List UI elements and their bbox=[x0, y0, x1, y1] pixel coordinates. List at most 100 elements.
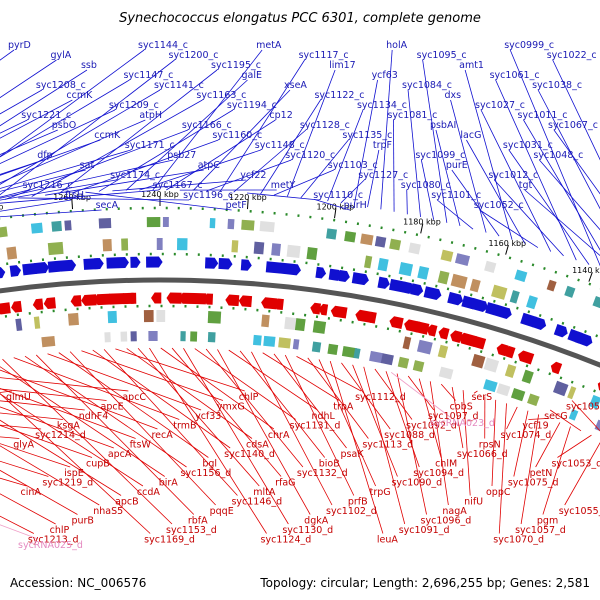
feature-block bbox=[292, 338, 300, 350]
gene-label: syc1128_c bbox=[300, 120, 350, 131]
leader-line bbox=[0, 377, 129, 392]
feature-block bbox=[156, 310, 166, 323]
gene-label: ycf19 bbox=[522, 421, 548, 432]
feature-block bbox=[263, 335, 276, 347]
leader-line bbox=[353, 79, 378, 206]
gene-arrow bbox=[0, 302, 11, 315]
gene-label: lacG bbox=[460, 130, 481, 141]
gene-label: syc1022_c bbox=[547, 50, 597, 61]
leader-line bbox=[149, 347, 267, 534]
feature-block bbox=[130, 331, 137, 342]
gene-label: ccmK bbox=[94, 130, 121, 141]
tick-mark bbox=[505, 244, 509, 255]
feature-block bbox=[496, 383, 511, 397]
guide-ring bbox=[0, 252, 600, 339]
leader-line bbox=[539, 159, 600, 231]
feature-tracks bbox=[0, 206, 600, 432]
leader-line bbox=[0, 443, 71, 468]
feature-block bbox=[121, 238, 129, 251]
feature-block bbox=[483, 357, 500, 373]
gene-label: apcB bbox=[115, 497, 139, 508]
gene-label: syc1219_d bbox=[42, 478, 93, 489]
feature-block bbox=[568, 409, 579, 421]
gene-arrow bbox=[410, 283, 424, 296]
gene-arrow bbox=[447, 291, 464, 306]
leader-line bbox=[509, 49, 600, 267]
gene-label: ispE bbox=[64, 468, 84, 479]
leader-line bbox=[217, 349, 311, 515]
leader-line bbox=[287, 69, 336, 197]
feature-block bbox=[312, 320, 327, 334]
gene-arrow bbox=[274, 298, 284, 311]
leader-line bbox=[0, 59, 175, 196]
gene-label: rpsN bbox=[479, 440, 501, 451]
leader-line bbox=[571, 400, 600, 432]
leader-line bbox=[352, 364, 398, 477]
topology-label: Topology: circular; Length: 2,696,255 bp… bbox=[259, 576, 590, 590]
gene-label: trpF bbox=[373, 140, 392, 151]
feature-block bbox=[326, 228, 338, 240]
gene-arrow bbox=[47, 260, 64, 273]
leader-line bbox=[429, 381, 449, 506]
gene-label: syc1070_d bbox=[493, 535, 544, 546]
gene-label: pyrD bbox=[8, 40, 31, 51]
gene-arrow bbox=[117, 257, 129, 269]
gene-label: syc1081_c bbox=[387, 110, 437, 121]
leader-line bbox=[420, 159, 435, 220]
gene-label: syc1084_c bbox=[402, 80, 452, 91]
leader-line bbox=[171, 347, 282, 477]
gene-label: syc1208_c bbox=[36, 80, 86, 91]
gene-arrow bbox=[423, 286, 442, 300]
feature-block bbox=[552, 380, 569, 397]
gene-label: syc1221_c bbox=[21, 110, 71, 121]
gene-label: syc1113_d bbox=[362, 440, 413, 451]
feature-block bbox=[450, 273, 468, 289]
leader-line bbox=[466, 139, 526, 244]
leader-line bbox=[45, 169, 204, 196]
gene-label: petF bbox=[226, 200, 247, 211]
leader-line bbox=[314, 199, 350, 211]
feature-block bbox=[51, 220, 62, 232]
feature-block bbox=[33, 316, 41, 329]
gene-label: syc1102_d bbox=[326, 506, 377, 517]
gene-label: syc1166_c bbox=[182, 120, 232, 131]
feature-block bbox=[397, 356, 410, 369]
leader-line bbox=[0, 179, 117, 201]
leader-line bbox=[440, 383, 456, 401]
gene-label: syc1094_d bbox=[413, 468, 464, 479]
gene-label: syc1075_d bbox=[508, 478, 559, 489]
gene-label: syc1052_c bbox=[474, 200, 524, 211]
gene-arrow bbox=[11, 300, 23, 313]
gene-label: nifU bbox=[464, 497, 483, 508]
gene-label: syc1196_c bbox=[183, 190, 233, 201]
leader-line bbox=[0, 79, 130, 158]
gene-arrow bbox=[130, 256, 141, 268]
gene-label: syc1132_d bbox=[297, 468, 348, 479]
gene-label: atpH bbox=[139, 110, 162, 121]
gene-arrow bbox=[504, 345, 516, 359]
feature-block bbox=[369, 350, 384, 364]
leader-line bbox=[393, 119, 395, 212]
gene-arrow bbox=[450, 330, 463, 343]
gene-label: syc1209_c bbox=[109, 100, 159, 111]
leader-line bbox=[81, 350, 224, 401]
leader-line bbox=[24, 355, 187, 468]
gene-label: pqqE bbox=[210, 506, 234, 517]
leader-line bbox=[0, 366, 165, 477]
leader-line bbox=[473, 390, 478, 394]
leader-line bbox=[418, 378, 442, 458]
gene-label: syc1103_c bbox=[328, 160, 378, 171]
gene-arrow bbox=[32, 298, 44, 311]
gene-label: syc1194_c bbox=[227, 100, 277, 111]
gene-arrow bbox=[261, 297, 278, 310]
leader-line bbox=[422, 59, 448, 223]
gene-arrow bbox=[34, 262, 50, 275]
feature-block bbox=[252, 334, 262, 346]
feature-block bbox=[341, 346, 357, 359]
gene-label: ccmK bbox=[66, 90, 93, 101]
gene-label: syc1066_d bbox=[457, 449, 508, 460]
leader-line bbox=[58, 352, 209, 458]
feature-block bbox=[47, 241, 64, 256]
